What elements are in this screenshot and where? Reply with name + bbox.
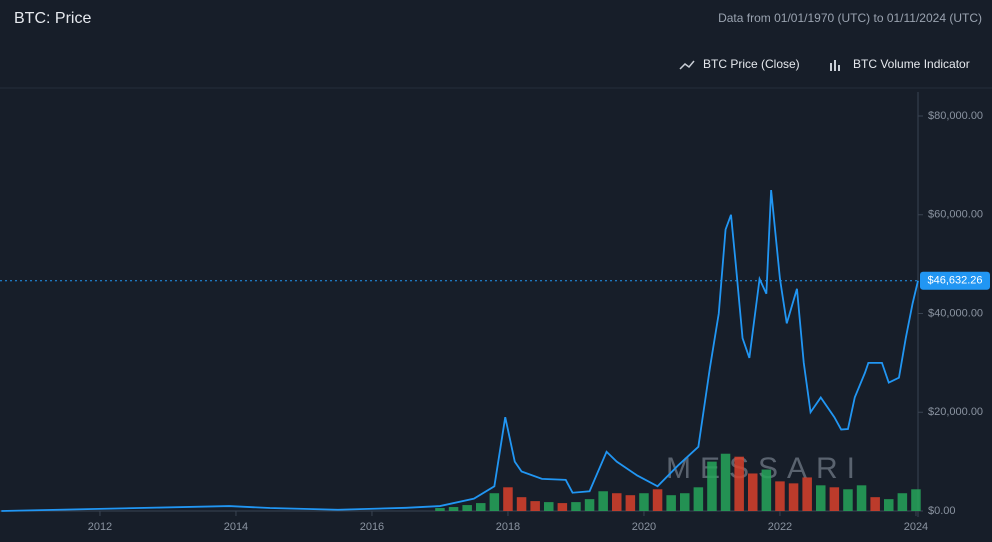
price-line	[1, 189, 919, 512]
volume-bar	[571, 502, 581, 511]
volume-bar	[516, 497, 527, 511]
volume-bar	[666, 495, 676, 511]
volume-bar	[870, 497, 880, 511]
legend-icon	[679, 60, 695, 70]
volume-bar	[476, 503, 486, 511]
volume-bar	[748, 473, 758, 511]
volume-bar	[761, 469, 772, 511]
x-tick-label: 2012	[88, 521, 112, 533]
volume-bar	[816, 485, 826, 511]
y-tick-label: $0.00	[928, 505, 956, 517]
legend-label: BTC Volume Indicator	[853, 57, 970, 71]
volume-bar	[544, 502, 554, 511]
x-tick-label: 2022	[768, 521, 792, 533]
y-tick-label: $60,000.00	[928, 209, 983, 221]
volume-bar	[720, 453, 731, 511]
volume-bar	[884, 499, 894, 511]
volume-bar	[652, 489, 663, 511]
y-tick-label: $20,000.00	[928, 406, 983, 418]
last-value-box	[920, 271, 990, 290]
chart-title: BTC: Price	[14, 10, 91, 27]
volume-bar	[503, 487, 513, 511]
x-tick-label: 2018	[496, 521, 520, 533]
x-tick-label: 2024	[904, 521, 928, 533]
y-tick-label: $40,000.00	[928, 307, 983, 319]
volume-bar	[802, 477, 812, 511]
legend-label: BTC Price (Close)	[703, 57, 800, 71]
last-value-label: $46,632.26	[927, 275, 982, 287]
volume-bar	[612, 493, 622, 511]
volume-bar	[598, 491, 608, 511]
volume-bar	[843, 489, 853, 511]
chart-subtitle: Data from 01/01/1970 (UTC) to 01/11/2024…	[718, 11, 982, 25]
volume-bar	[557, 503, 568, 511]
legend-icon	[838, 65, 840, 71]
legend-icon	[830, 63, 832, 71]
volume-bar	[448, 507, 459, 511]
y-tick-label: $80,000.00	[928, 110, 983, 122]
volume-bar	[897, 493, 908, 511]
x-tick-label: 2016	[360, 521, 384, 533]
volume-bar	[707, 461, 717, 511]
volume-bar	[911, 489, 921, 511]
volume-bar	[693, 487, 704, 511]
legend-icon	[834, 60, 836, 71]
volume-bar	[530, 501, 540, 511]
volume-bar	[489, 493, 500, 511]
x-tick-label: 2020	[632, 521, 656, 533]
volume-bar	[775, 481, 785, 511]
volume-bar	[829, 487, 840, 511]
x-tick-label: 2014	[224, 521, 248, 533]
volume-bar	[639, 493, 649, 511]
volume-bar	[435, 508, 445, 511]
volume-bar	[584, 499, 595, 511]
volume-bar	[788, 483, 799, 511]
volume-bar	[462, 505, 472, 511]
volume-bar	[680, 493, 690, 511]
volume-bar	[625, 495, 636, 511]
watermark: MESSARI	[666, 452, 864, 485]
volume-bar	[734, 456, 744, 511]
volume-bar	[856, 485, 867, 511]
